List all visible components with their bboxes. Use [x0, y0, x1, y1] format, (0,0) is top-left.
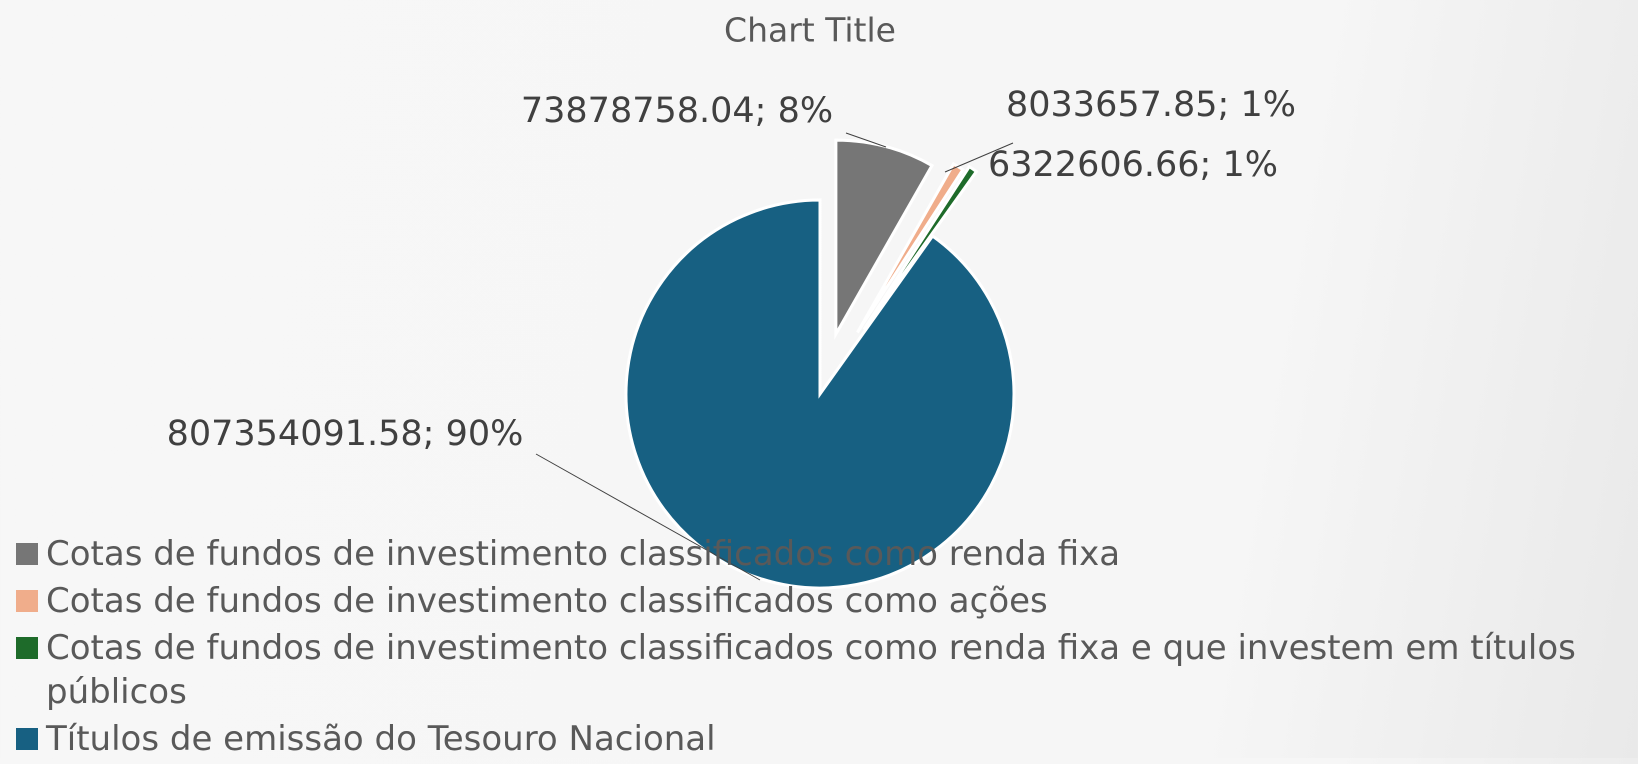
- legend-swatch: [16, 543, 38, 565]
- data-label: 6322606.66; 1%: [988, 145, 1278, 185]
- legend-swatch: [16, 590, 38, 612]
- data-label: 8033657.85; 1%: [1006, 85, 1296, 125]
- legend-text: Cotas de fundos de investimento classifi…: [46, 626, 1634, 714]
- legend-text: Cotas de fundos de investimento classifi…: [46, 532, 1120, 576]
- legend-item: Títulos de emissão do Tesouro Nacional: [16, 717, 1634, 761]
- pie-slice: [626, 200, 1014, 588]
- legend-text: Cotas de fundos de investimento classifi…: [46, 579, 1048, 623]
- legend-item: Cotas de fundos de investimento classifi…: [16, 532, 1634, 576]
- legend-swatch: [16, 728, 38, 750]
- legend-item: Cotas de fundos de investimento classifi…: [16, 626, 1634, 714]
- legend-item: Cotas de fundos de investimento classifi…: [16, 579, 1634, 623]
- legend: Cotas de fundos de investimento classifi…: [16, 532, 1634, 764]
- chart-title: Chart Title: [724, 11, 896, 50]
- data-label: 807354091.58; 90%: [167, 414, 524, 454]
- legend-swatch: [16, 637, 38, 659]
- legend-text: Títulos de emissão do Tesouro Nacional: [46, 717, 716, 761]
- data-label: 73878758.04; 8%: [521, 91, 833, 131]
- page: Chart Title 73878758.04; 8% 8033657.85; 1…: [0, 0, 1638, 758]
